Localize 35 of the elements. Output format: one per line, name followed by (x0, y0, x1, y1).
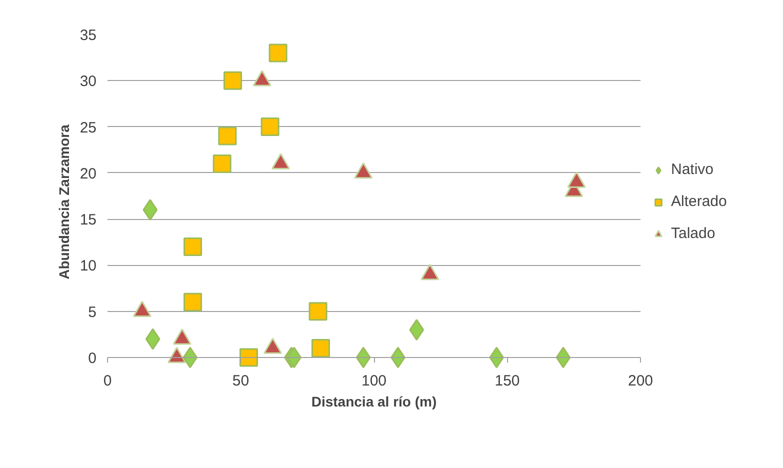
x-tick-label: 50 (232, 372, 250, 390)
y-tick-label: 5 (88, 304, 96, 321)
point (212, 154, 232, 173)
legend-label: Nativo (671, 161, 714, 178)
point (311, 339, 330, 358)
point (356, 346, 371, 368)
y-tick-label: 10 (80, 258, 97, 275)
point (182, 346, 198, 368)
y-tick-label: 25 (80, 119, 97, 136)
x-tick-label: 100 (361, 372, 387, 390)
y-axis-title: Abundancia Zarzamora (56, 124, 72, 280)
legend-label: Talado (671, 225, 716, 242)
point (184, 238, 202, 256)
point (145, 328, 160, 350)
point (239, 348, 258, 367)
point (218, 126, 237, 146)
legend-label: Alterado (671, 193, 727, 210)
point (556, 346, 571, 368)
x-axis-title: Distancia al río (m) (311, 394, 437, 410)
x-tick-label: 0 (103, 372, 112, 390)
point (489, 346, 504, 368)
y-tick-label: 15 (80, 212, 97, 229)
x-tick-label: 150 (494, 372, 520, 390)
y-tick-label: 35 (80, 27, 97, 44)
x-tick-label: 200 (628, 372, 654, 390)
y-tick-label: 20 (80, 165, 97, 182)
point (409, 319, 424, 341)
point (224, 71, 242, 90)
point (268, 44, 288, 62)
point (308, 302, 328, 321)
y-tick-label: 30 (80, 73, 97, 90)
point (184, 292, 202, 312)
point (142, 199, 158, 221)
point (260, 118, 280, 136)
y-tick-label: 0 (88, 350, 96, 367)
